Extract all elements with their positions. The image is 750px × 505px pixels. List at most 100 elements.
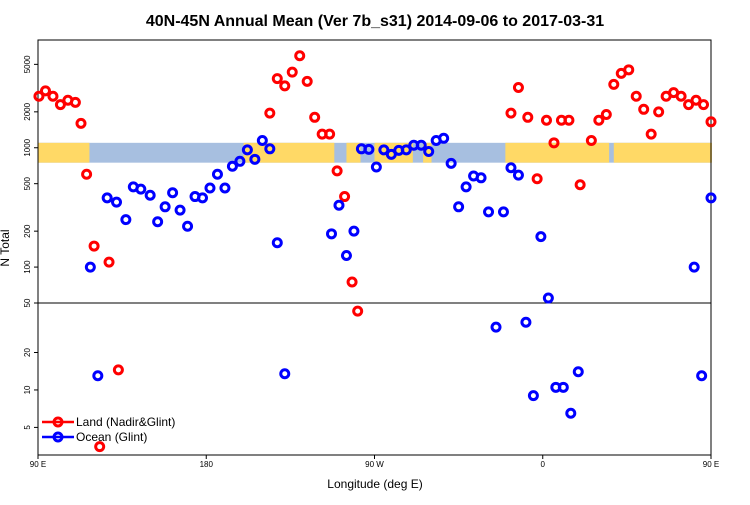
ocean-series	[84, 132, 717, 419]
land-point	[675, 90, 687, 102]
ocean-point	[415, 139, 427, 151]
x-tick-label: 90 E	[703, 460, 719, 469]
land-point	[608, 78, 620, 90]
ocean-point	[512, 169, 524, 181]
ocean-point	[182, 220, 194, 232]
ocean-point	[696, 370, 708, 382]
legend-ocean-marker	[52, 431, 64, 443]
y-lower-tick-label: 10	[23, 385, 32, 394]
x-tick-label: 180	[200, 460, 214, 469]
surface-band-land	[423, 142, 432, 163]
land-point	[112, 364, 124, 376]
ocean-point	[423, 146, 435, 158]
ocean-point	[453, 201, 465, 213]
ocean-point	[535, 231, 547, 243]
chart-title: 40N-45N Annual Mean (Ver 7b_s31) 2014-09…	[146, 13, 604, 30]
land-point	[301, 75, 313, 87]
ocean-point	[490, 321, 502, 333]
ocean-point	[111, 196, 123, 208]
y-upper-tick-label: 100	[23, 260, 32, 274]
x-tick-label: 90 E	[30, 460, 46, 469]
land-point	[294, 50, 306, 62]
ocean-point	[211, 168, 223, 180]
land-point	[279, 80, 291, 92]
ocean-point	[135, 183, 147, 195]
ocean-point	[527, 390, 539, 402]
y-lower-tick-label: 5	[23, 425, 32, 430]
land-point	[540, 114, 552, 126]
land-point	[286, 66, 298, 78]
land-point	[645, 128, 657, 140]
land-point	[39, 85, 51, 97]
land-point	[705, 116, 717, 128]
surface-band	[38, 142, 712, 163]
land-point	[331, 165, 343, 177]
legend-ocean-label: Ocean (Glint)	[76, 430, 147, 444]
ocean-point	[174, 204, 186, 216]
plot-border	[37, 39, 712, 456]
land-point	[512, 81, 524, 93]
land-point	[346, 276, 358, 288]
legend-land-label: Land (Nadir&Glint)	[76, 415, 175, 429]
ocean-point	[197, 192, 209, 204]
ocean-point	[378, 144, 390, 156]
land-point	[264, 107, 276, 119]
ocean-point	[120, 214, 132, 226]
ocean-point	[565, 407, 577, 419]
land-point	[103, 256, 115, 268]
ocean-point	[705, 192, 717, 204]
x-axis-ticks: 90 E 180 90 W 0 90 E	[30, 455, 719, 469]
ocean-point	[400, 144, 412, 156]
land-point	[54, 99, 66, 111]
land-point	[683, 99, 695, 111]
land-point	[690, 94, 702, 106]
plot-frame	[37, 39, 712, 456]
land-point	[339, 191, 351, 203]
y-upper-tick-label: 50	[23, 298, 32, 307]
ocean-point	[340, 250, 352, 262]
ocean-point	[241, 144, 253, 156]
y-upper-tick-label: 200	[23, 224, 32, 238]
ocean-point	[460, 181, 472, 193]
land-point	[630, 90, 642, 102]
ocean-point	[234, 155, 246, 167]
y-upper-tick-label: 1000	[23, 138, 32, 156]
land-point	[653, 106, 665, 118]
land-point	[548, 137, 560, 149]
ocean-point	[348, 225, 360, 237]
y-upper-tick-label: 2000	[23, 102, 32, 120]
ocean-point	[557, 381, 569, 393]
land-point	[638, 103, 650, 115]
ocean-point	[204, 182, 216, 194]
ocean-point	[438, 132, 450, 144]
land-point	[88, 240, 100, 252]
ocean-point	[219, 182, 231, 194]
ocean-point	[92, 370, 104, 382]
ocean-point	[279, 368, 291, 380]
legend: Land (Nadir&Glint) Ocean (Glint)	[42, 415, 175, 444]
legend-land-marker	[52, 416, 64, 428]
land-point	[94, 441, 106, 453]
ocean-point	[152, 216, 164, 228]
land-point	[47, 90, 59, 102]
land-point	[574, 179, 586, 191]
y-lower-tick-label: 20	[23, 348, 32, 357]
y-upper-tick-label: 5000	[23, 55, 32, 73]
x-tick-label: 90 W	[365, 460, 384, 469]
ocean-point	[159, 201, 171, 213]
ocean-point	[167, 187, 179, 199]
ocean-point	[483, 206, 495, 218]
ocean-point	[226, 160, 238, 172]
land-point	[33, 90, 45, 102]
land-point	[309, 111, 321, 123]
y-upper-tick-label: 500	[23, 176, 32, 190]
ocean-point	[497, 206, 509, 218]
land-point	[522, 111, 534, 123]
surface-band-land	[505, 142, 610, 163]
land-point	[505, 107, 517, 119]
data-points	[33, 50, 717, 453]
x-tick-label: 0	[541, 460, 546, 469]
land-point	[352, 305, 364, 317]
